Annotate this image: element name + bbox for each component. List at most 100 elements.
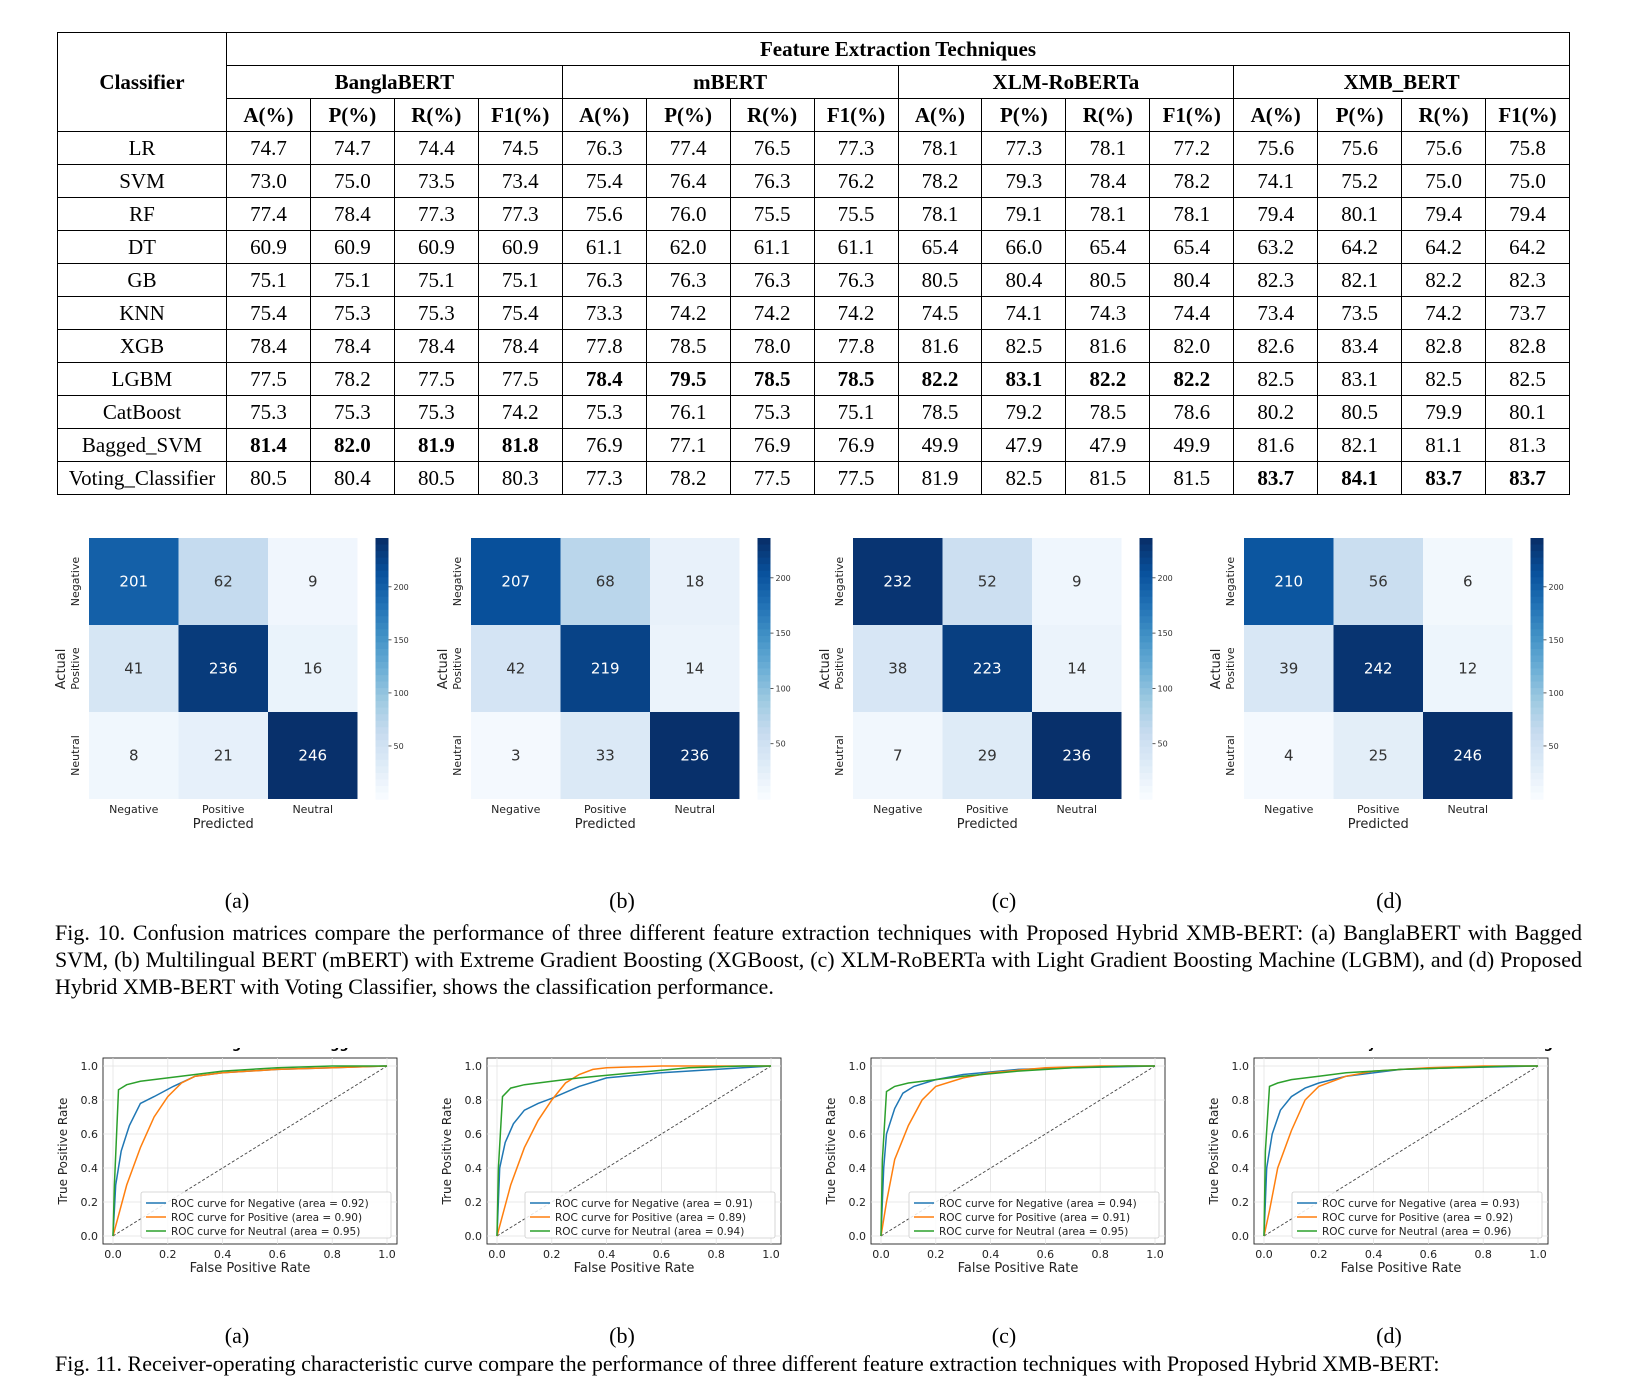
cm-colorbar-segment: [757, 694, 771, 702]
cm-colorbar-label: 100: [776, 684, 791, 693]
table-cell: 77.5: [226, 362, 311, 396]
cm-colorbar-segment: [1139, 759, 1153, 767]
cm-cell: [853, 712, 943, 799]
cm-cell: [178, 712, 268, 799]
cm-value: 210: [1274, 573, 1303, 591]
cm-colorbar-segment: [1139, 753, 1153, 761]
roc-x-tick: 0.4: [598, 1248, 616, 1261]
cm-cell: [650, 712, 740, 799]
table-cell: 80.5: [226, 461, 311, 495]
cm-colorbar-label: 50: [776, 740, 786, 749]
cm-colorbar-segment: [757, 772, 771, 781]
roc-y-tick: 0.4: [849, 1162, 867, 1175]
table-cell: 73.3: [561, 296, 647, 330]
cm-xlabel: Predicted: [1348, 817, 1409, 832]
metric-header: F1(%): [1149, 98, 1235, 132]
cm-cell: [471, 538, 561, 625]
cm-colorbar-segment: [757, 720, 771, 728]
cm-value: 14: [685, 660, 704, 678]
roc-curve-neutral: [496, 1065, 771, 1237]
cm-colorbar-segment: [1139, 792, 1153, 800]
cm-panel-d: Confusion Matrix for Hybrid XMB-BERT + V…: [1209, 521, 1580, 873]
cm-colorbar-segment: [1530, 622, 1544, 630]
cm-colorbar: [757, 538, 771, 800]
cm-colorbar-segment: [375, 616, 389, 624]
table-cell: 73.4: [1233, 296, 1319, 330]
table-cell: 78.6: [1149, 395, 1235, 429]
table-cell: 76.9: [561, 428, 647, 462]
cm-colorbar-segment: [1530, 753, 1544, 761]
cm-colorbar-segment: [1530, 648, 1544, 657]
cm-colorbar-segment: [1139, 570, 1153, 578]
table-cell: 82.5: [981, 329, 1067, 363]
cm-colorbar-segment: [1139, 577, 1153, 585]
cm-value: 7: [893, 747, 903, 765]
table-cell: 77.4: [226, 197, 311, 231]
table-cell: 61.1: [561, 230, 647, 264]
table-cell: 78.1: [1065, 197, 1151, 231]
table-cell: 78.2: [645, 461, 731, 495]
table-cell: 73.4: [477, 164, 563, 198]
cm-colorbar-label: 50: [1549, 742, 1559, 751]
table-cell: 78.2: [309, 362, 395, 396]
cm-colorbar-segment: [375, 733, 389, 741]
classifier-name: Voting_Classifier: [57, 461, 227, 495]
cm-colorbar-label: 150: [776, 629, 791, 638]
cm-colorbar-segment: [757, 622, 771, 630]
cm-colorbar-segment: [375, 583, 389, 591]
table-cell: 77.3: [393, 197, 479, 231]
roc-legend-label: ROC curve for Negative (area = 0.91): [555, 1198, 753, 1210]
cm-colorbar-label: 150: [1158, 629, 1173, 638]
roc-panel-b: ROC Curve for mBERT + XGBoost 0.0 0.0 0.2 0.…: [440, 1037, 811, 1315]
roc-ylabel: True Positive Rate: [57, 1098, 70, 1206]
metric-header: R(%): [393, 98, 479, 132]
table-cell: 65.4: [897, 230, 983, 264]
roc-curve-neutral: [112, 1065, 387, 1237]
cm-y-tick: Positive: [69, 647, 82, 690]
roc-x-tick: 1.0: [762, 1248, 780, 1261]
metric-header: R(%): [729, 98, 815, 132]
table-cell: 78.5: [1065, 395, 1151, 429]
cm-cell: [1423, 538, 1513, 625]
table-cell: 81.5: [1065, 461, 1151, 495]
table-cell: 76.9: [729, 428, 815, 462]
table-cell: 75.4: [561, 164, 647, 198]
cm-colorbar-segment: [1530, 779, 1544, 787]
roc-y-tick: 0.6: [465, 1128, 483, 1141]
cm-colorbar-segment: [1530, 564, 1544, 572]
subfig-label-a: (a): [224, 888, 250, 913]
cm-cell: [1423, 625, 1513, 712]
cm-x-tick: Neutral: [674, 803, 715, 816]
cm-colorbar-segment: [375, 766, 389, 774]
classifier-name: CatBoost: [57, 395, 227, 429]
cm-cell: [650, 625, 740, 712]
roc-x-tick: 1.0: [1529, 1248, 1547, 1261]
table-cell: 80.4: [1149, 263, 1235, 297]
table-cell: 74.2: [477, 395, 563, 429]
table-cell: 79.4: [1233, 197, 1319, 231]
cm-colorbar-segment: [375, 753, 389, 761]
cm-colorbar-segment: [1530, 551, 1544, 559]
cm-colorbar-segment: [375, 538, 389, 546]
table-cell: 80.1: [1485, 395, 1570, 429]
cm-cell: [1244, 625, 1334, 712]
cm-colorbar-segment: [1139, 733, 1153, 741]
roc-y-tick: 1.0: [849, 1060, 867, 1073]
cm-colorbar-segment: [375, 596, 389, 604]
roc-y-tick: 0.8: [81, 1094, 99, 1107]
cm-value: 201: [119, 573, 148, 591]
table-cell: 80.4: [981, 263, 1067, 297]
cm-value: 3: [511, 747, 521, 765]
cm-colorbar-segment: [1530, 701, 1544, 709]
table-cell: 76.4: [645, 164, 731, 198]
table-cell: 82.8: [1401, 329, 1487, 363]
table-cell: 74.2: [1401, 296, 1487, 330]
technique-header: mBERT: [561, 65, 899, 99]
cm-colorbar-segment: [1139, 603, 1153, 611]
cm-y-tick: Neutral: [1224, 735, 1237, 776]
cm-cell: [1032, 625, 1122, 712]
table-cell: 78.4: [309, 329, 395, 363]
table-cell: 78.5: [645, 329, 731, 363]
roc-x-tick: 0.0: [1255, 1248, 1273, 1261]
cm-value: 236: [1062, 747, 1091, 765]
